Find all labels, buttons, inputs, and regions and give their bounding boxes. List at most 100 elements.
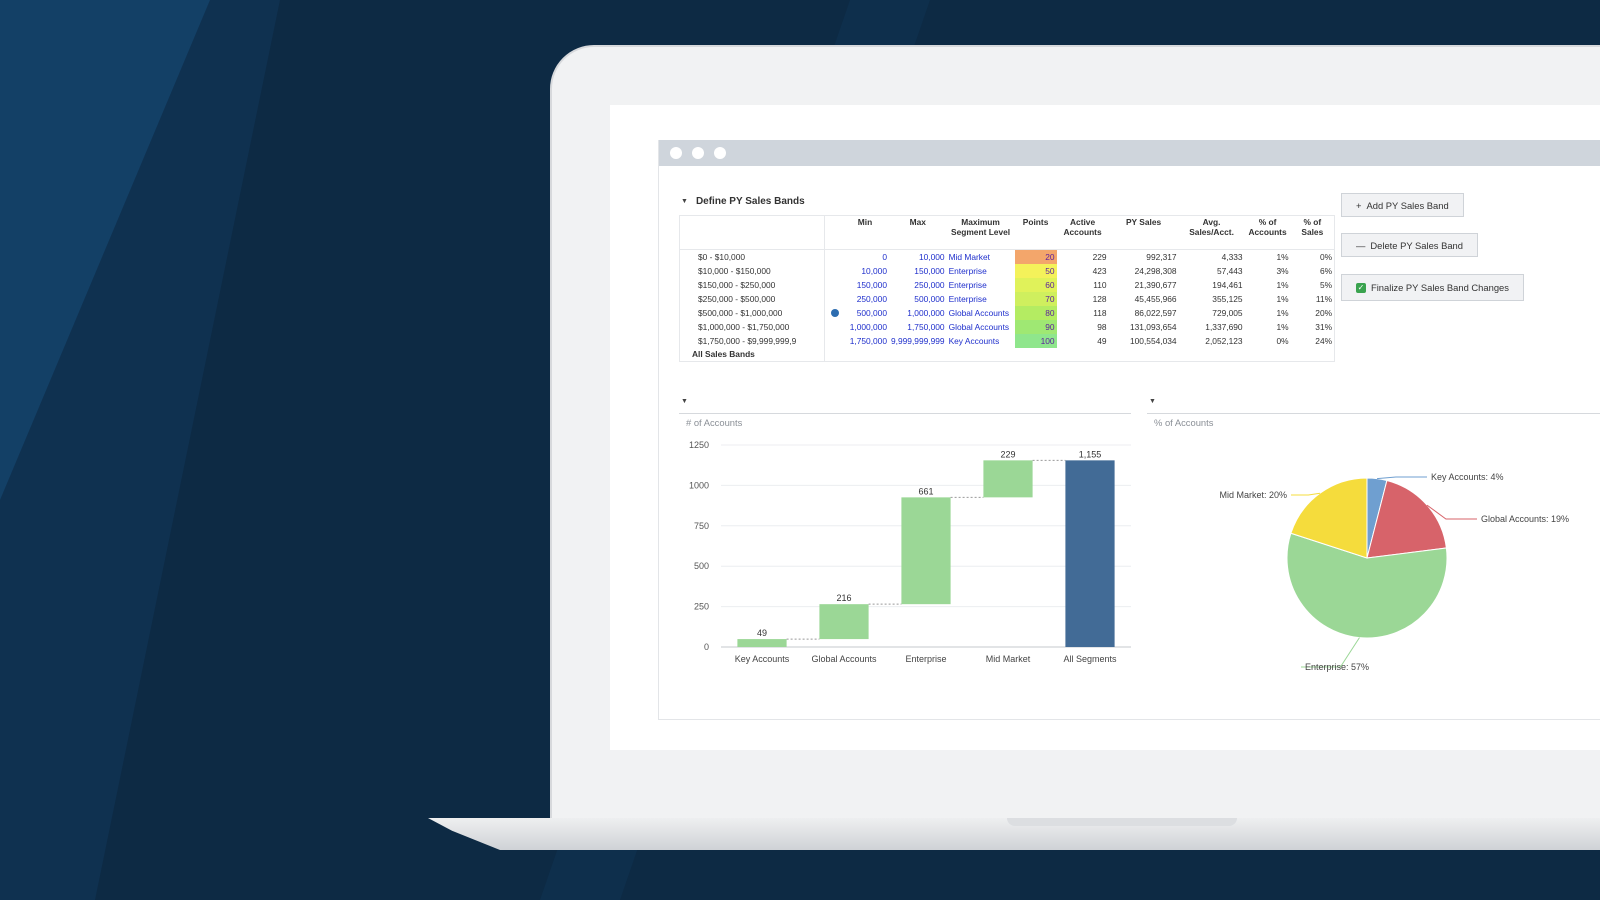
segment-cell: Enterprise xyxy=(948,265,987,276)
column-header[interactable]: PY Sales xyxy=(1108,215,1179,250)
column-header[interactable]: Max xyxy=(889,215,947,250)
total-empty-cell xyxy=(825,348,842,362)
collapse-caret-icon[interactable]: ▼ xyxy=(681,198,688,205)
segment-cell: Enterprise xyxy=(948,279,987,290)
row-action-cell xyxy=(825,334,842,348)
total-empty-cell xyxy=(1291,348,1335,362)
plus-icon: + xyxy=(1356,199,1362,211)
column-header[interactable]: % of Accounts xyxy=(1244,215,1291,250)
min-cell: 250,000 xyxy=(856,293,887,304)
add-band-button[interactable]: + Add PY Sales Band xyxy=(1341,193,1464,217)
band-label-cell: $250,000 - $500,000 xyxy=(679,291,825,306)
min-cell: 10,000 xyxy=(861,265,887,276)
bar xyxy=(983,460,1033,498)
pie-slice xyxy=(1286,532,1448,639)
band-label-cell: $0 - $10,000 xyxy=(679,249,825,264)
table-row[interactable]: $1,000,000 - $1,750,000 1,000,000 1,750,00… xyxy=(679,319,1335,334)
waterfall-bar-chart: 0 250 500 750 1000 1250 49 Key Accounts 216 Globa… xyxy=(689,440,1131,664)
band-label-cell: $1,750,000 - $9,999,999,9 xyxy=(679,333,825,348)
close-dot[interactable] xyxy=(670,147,682,159)
leader-line xyxy=(1426,504,1477,520)
bar-chart-title: # of Accounts xyxy=(686,417,743,428)
max-cell: 250,000 xyxy=(914,279,945,290)
total-row: All Sales Bands xyxy=(679,347,1335,362)
table-row[interactable]: $150,000 - $250,000 150,000 250,000 Enterpr… xyxy=(679,277,1335,292)
minimize-dot[interactable] xyxy=(692,147,704,159)
band-label-cell: $1,000,000 - $1,750,000 xyxy=(679,319,825,334)
py-sales-cell: 24,298,308 xyxy=(1134,265,1177,276)
points-cell: 60 xyxy=(1014,277,1057,292)
pct-sales-cell: 31% xyxy=(1315,321,1333,332)
segment-cell: Global Accounts xyxy=(948,307,1010,318)
active-accounts-cell: 110 xyxy=(1093,279,1107,290)
column-header[interactable]: Avg. Sales/Acct. xyxy=(1178,215,1245,250)
column-header[interactable] xyxy=(824,215,841,250)
active-accounts-cell: 423 xyxy=(1092,265,1107,276)
total-empty-cell xyxy=(889,348,947,362)
leader-line xyxy=(1301,637,1360,668)
pct-sales-cell: 0% xyxy=(1319,251,1333,262)
add-row-icon[interactable] xyxy=(831,309,839,318)
table-row[interactable]: $1,750,000 - $9,999,999,9 1,750,000 9,999,… xyxy=(679,333,1335,348)
max-cell: 1,000,000 xyxy=(907,307,945,318)
pct-accounts-cell: 0% xyxy=(1276,335,1289,346)
active-accounts-cell: 128 xyxy=(1092,293,1107,304)
pct-accounts-cell: 1% xyxy=(1276,293,1289,304)
pct-accounts-cell: 1% xyxy=(1276,279,1289,290)
pct-sales-cell: 24% xyxy=(1315,335,1333,346)
leader-line xyxy=(1291,492,1321,496)
column-header[interactable]: Min xyxy=(841,215,889,250)
avg-sales-cell: 2,052,123 xyxy=(1205,335,1243,346)
section-header[interactable]: ▼ Define PY Sales Bands xyxy=(681,196,805,207)
x-tick-label: All Segments xyxy=(1063,654,1117,664)
bar-value-label: 49 xyxy=(757,628,767,638)
row-action-cell xyxy=(825,250,842,264)
active-accounts-cell: 118 xyxy=(1093,307,1107,318)
laptop-notch xyxy=(1007,818,1237,826)
pct-sales-cell: 20% xyxy=(1315,307,1333,318)
min-cell: 150,000 xyxy=(856,279,887,290)
bar-panel-caret-icon[interactable]: ▼ xyxy=(681,398,688,405)
finalize-changes-button[interactable]: ✓ Finalize PY Sales Band Changes xyxy=(1341,274,1524,301)
bar xyxy=(819,604,869,640)
active-accounts-cell: 229 xyxy=(1092,251,1107,262)
pct-accounts-cell: 1% xyxy=(1276,251,1289,262)
avg-sales-cell: 4,333 xyxy=(1221,251,1243,262)
segment-cell: Mid Market xyxy=(948,251,990,262)
max-cell: 10,000 xyxy=(918,251,945,262)
y-tick-label: 1250 xyxy=(689,440,709,450)
total-empty-cell xyxy=(947,348,1015,362)
add-band-label: Add PY Sales Band xyxy=(1366,199,1449,211)
bar xyxy=(901,497,951,605)
total-empty-cell xyxy=(1245,348,1291,362)
min-cell: 1,750,000 xyxy=(849,335,887,346)
table-row[interactable]: $250,000 - $500,000 250,000 500,000 Enterpr… xyxy=(679,291,1335,306)
column-header[interactable]: Maximum Segment Level xyxy=(946,215,1015,250)
slice-label: Global Accounts: 19% xyxy=(1481,514,1569,524)
table-row[interactable]: $500,000 - $1,000,000 500,000 1,000,000 Glo… xyxy=(679,305,1335,320)
row-action-cell xyxy=(825,278,842,292)
points-cell: 90 xyxy=(1014,319,1057,334)
sales-bands-table: Min Max Maximum Segment Level Points Active … xyxy=(679,215,1336,362)
section-title: Define PY Sales Bands xyxy=(695,196,805,207)
checkmark-icon: ✓ xyxy=(1356,282,1366,293)
bar xyxy=(1065,460,1115,647)
pct-accounts-cell: 3% xyxy=(1276,265,1289,276)
pie-chart-title: % of Accounts xyxy=(1154,417,1214,428)
column-header[interactable] xyxy=(679,215,825,250)
pie-panel-caret-icon[interactable]: ▼ xyxy=(1149,398,1156,405)
column-header[interactable]: % of Sales xyxy=(1290,215,1335,250)
row-action-cell xyxy=(825,306,842,320)
maximize-dot[interactable] xyxy=(714,147,726,159)
delete-band-button[interactable]: — Delete PY Sales Band xyxy=(1341,233,1478,257)
active-accounts-cell: 49 xyxy=(1097,335,1107,346)
column-header[interactable]: Active Accounts xyxy=(1056,215,1109,250)
x-tick-label: Key Accounts xyxy=(735,654,790,664)
table-row[interactable]: $10,000 - $150,000 10,000 150,000 Enterpris… xyxy=(679,263,1335,278)
table-row[interactable]: $0 - $10,000 0 10,000 Mid Market 20 229 992,31… xyxy=(679,249,1335,264)
avg-sales-cell: 355,125 xyxy=(1212,293,1243,304)
app-window: ▼ Define PY Sales Bands Min Max Maximum Se… xyxy=(658,140,1600,720)
py-sales-cell: 131,093,654 xyxy=(1129,321,1177,332)
row-action-cell xyxy=(825,264,842,278)
column-header[interactable]: Points xyxy=(1014,215,1057,250)
